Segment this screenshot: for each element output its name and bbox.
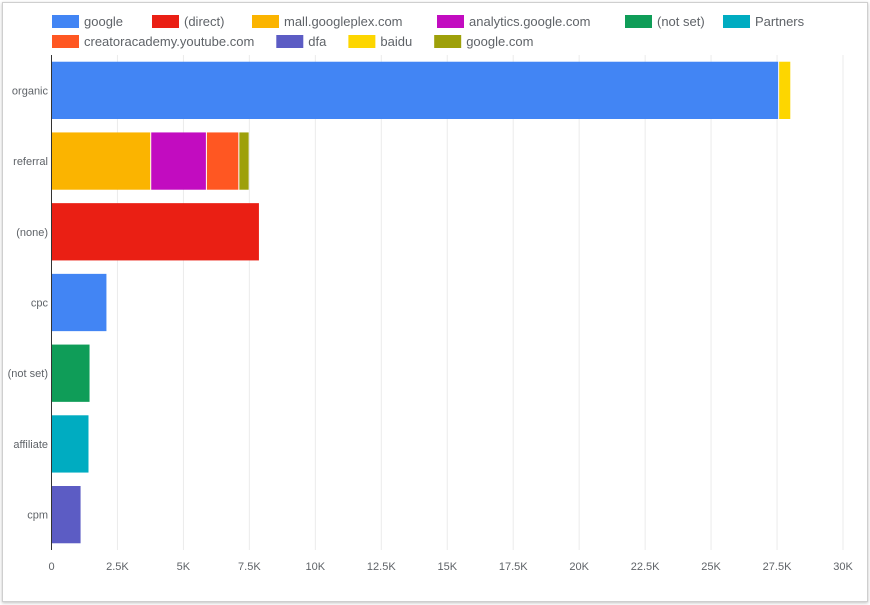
legend-swatch — [252, 15, 279, 28]
legend-label: baidu — [380, 34, 412, 49]
legend-swatch — [437, 15, 464, 28]
legend-swatch — [434, 35, 462, 48]
x-tick-label: 5K — [177, 561, 191, 573]
legend-label: analytics.google.com — [469, 14, 590, 29]
x-tick-label: 2.5K — [106, 561, 129, 573]
x-tick-label: 0 — [48, 561, 54, 573]
y-category-label: cpc — [31, 298, 49, 310]
x-tick-label: 12.5K — [367, 561, 396, 573]
y-category-label: organic — [12, 85, 49, 97]
legend-swatch — [723, 15, 750, 28]
legend-label: Partners — [755, 14, 805, 29]
bar-segment — [51, 273, 107, 332]
y-category-label: cpm — [27, 510, 48, 522]
bar-segment — [151, 132, 206, 190]
legend-swatch — [52, 35, 79, 48]
legend-swatch — [52, 15, 79, 28]
y-category-label: affiliate — [13, 439, 48, 451]
legend-label: (not set) — [657, 14, 705, 29]
bar-segment — [206, 132, 239, 190]
legend-swatch — [276, 35, 304, 48]
bar-segment — [51, 203, 259, 261]
legend-swatch — [348, 35, 376, 48]
legend-label: google.com — [466, 34, 533, 49]
x-tick-label: 20K — [569, 561, 589, 573]
legend-swatch — [625, 15, 652, 28]
x-tick-label: 22.5K — [631, 561, 660, 573]
x-tick-label: 10K — [306, 561, 326, 573]
bar-segment — [51, 344, 90, 402]
bar-segment — [51, 132, 151, 190]
legend-label: dfa — [308, 34, 327, 49]
y-category-label: (none) — [16, 227, 48, 239]
bar-segment — [51, 415, 89, 473]
bar-segment — [239, 132, 249, 190]
legend-label: google — [84, 14, 123, 29]
x-tick-label: 25K — [701, 561, 721, 573]
legend-label: mall.googleplex.com — [284, 14, 403, 29]
x-tick-label: 7.5K — [238, 561, 261, 573]
legend-swatch — [152, 15, 179, 28]
x-tick-label: 30K — [833, 561, 853, 573]
y-category-label: referral — [13, 156, 48, 168]
bar-segment — [779, 61, 791, 119]
bar-segment — [51, 486, 81, 544]
y-category-label: (not set) — [8, 368, 48, 380]
x-tick-label: 17.5K — [499, 561, 528, 573]
bar-segment — [51, 61, 779, 119]
legend-label: creatoracademy.youtube.com — [84, 34, 254, 49]
legend-label: (direct) — [184, 14, 224, 29]
x-tick-label: 15K — [437, 561, 457, 573]
x-tick-label: 27.5K — [763, 561, 792, 573]
